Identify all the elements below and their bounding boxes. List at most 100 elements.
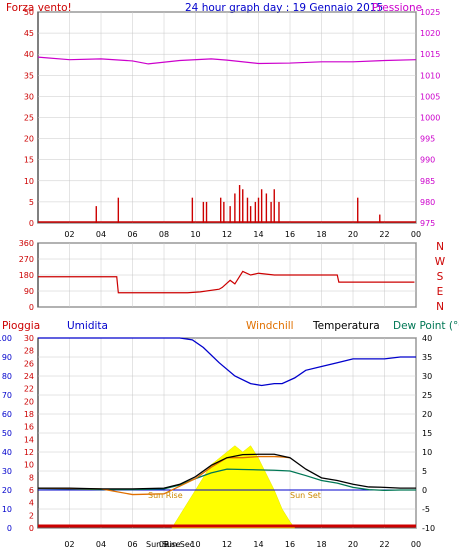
sun-area — [171, 445, 296, 529]
direction-tick-label: 270 — [19, 255, 34, 264]
direction-grid — [38, 242, 417, 308]
humidity-tick-label: 50 — [2, 429, 12, 438]
x-tick-label: 10 — [190, 230, 200, 239]
pressure-tick-label: 980 — [420, 198, 435, 207]
pressure-line — [37, 56, 417, 65]
pressure-tick-label: 1025 — [420, 8, 440, 17]
dewpoint-line — [37, 468, 416, 492]
legend-rain: Pioggia — [2, 320, 40, 332]
wind-tick-label: 30 — [24, 92, 34, 101]
wind-tick-label: 25 — [24, 114, 34, 123]
wind-tick-label: 40 — [24, 50, 34, 59]
direction-tick-label: 90 — [24, 287, 34, 296]
wind-tick-label: 45 — [24, 29, 34, 38]
rain-tick-label: 4 — [29, 499, 34, 508]
compass-label: S — [437, 271, 444, 283]
humidity-axis-ticks: 0 10 20 30 40 50 60 70 80 90 100 — [0, 334, 12, 533]
x-tick-label: 14 — [253, 540, 263, 549]
x-tick-label: 18 — [316, 230, 326, 239]
temperature-tick-label: 10 — [422, 448, 432, 457]
humidity-tick-label: 70 — [2, 391, 12, 400]
header-right-label: Pressione — [372, 2, 422, 14]
x-tick-label: 00 — [411, 230, 421, 239]
pressure-tick-label: 1020 — [420, 29, 440, 38]
direction-tick-label: 360 — [19, 239, 34, 248]
pressure-tick-label: 1015 — [420, 50, 440, 59]
rain-tick-label: 16 — [24, 423, 34, 432]
humidity-line — [38, 337, 416, 387]
sunset-axis-label: Sun Sec — [162, 540, 194, 549]
x-tick-label: 02 — [64, 230, 74, 239]
x-tick-label: 20 — [348, 230, 358, 239]
rain-tick-label: 2 — [29, 511, 34, 520]
compass-label: W — [435, 256, 446, 268]
top-series — [37, 56, 417, 223]
direction-series — [38, 270, 415, 294]
temperature-tick-label: 30 — [422, 372, 432, 381]
humidity-tick-label: 90 — [2, 353, 12, 362]
chart-title: 24 hour graph day : 19 Gennaio 2015 — [185, 2, 383, 14]
sunrise-axis-label: Sun Rise — [146, 540, 181, 549]
wind-tick-label: 0 — [29, 219, 34, 228]
rain-tick-label: 22 — [24, 385, 34, 394]
bottom-x-ticks: 02 04 06 08 10 12 14 16 18 20 22 00 — [64, 540, 421, 549]
humidity-tick-label: 40 — [2, 448, 12, 457]
x-tick-label: 10 — [190, 540, 200, 549]
temperature-tick-label: 15 — [422, 429, 432, 438]
rain-tick-label: 10 — [24, 461, 34, 470]
wind-axis-ticks: 0 5 10 15 20 25 30 35 40 45 50 — [24, 8, 34, 228]
rain-tick-label: 24 — [24, 372, 34, 381]
rain-tick-label: 30 — [24, 334, 34, 343]
header-left-label: Forza vento! — [6, 2, 72, 14]
humidity-tick-label: 60 — [2, 410, 12, 419]
sun-area-fill — [171, 445, 296, 529]
direction-tick-label: 0 — [29, 303, 34, 312]
pressure-axis-ticks: 975 980 985 990 995 1000 1005 1010 1015 1020 1025 — [420, 8, 440, 228]
x-tick-label: 14 — [253, 230, 263, 239]
rain-tick-label: 8 — [29, 473, 34, 482]
x-tick-label: 12 — [222, 230, 232, 239]
x-tick-label: 16 — [285, 540, 295, 549]
wind-tick-label: 20 — [24, 135, 34, 144]
compass-label: E — [437, 286, 444, 298]
pressure-tick-label: 995 — [420, 135, 435, 144]
temperature-tick-label: -10 — [422, 524, 435, 533]
rain-tick-label: 14 — [24, 435, 34, 444]
temperature-tick-label: 20 — [422, 410, 432, 419]
direction-tick-label: 180 — [19, 271, 34, 280]
direction-axis-ticks: 0 90 180 270 360 — [19, 239, 34, 312]
temperature-axis-ticks: -10 -5 0 5 10 15 20 25 30 35 40 — [422, 334, 435, 533]
temp-series — [37, 337, 416, 528]
temperature-tick-label: 40 — [422, 334, 432, 343]
temperature-tick-label: 0 — [422, 486, 427, 495]
temperature-tick-label: 5 — [422, 467, 427, 476]
humidity-tick-label: 80 — [2, 372, 12, 381]
humidity-tick-label: 100 — [0, 334, 12, 343]
pressure-tick-label: 1000 — [420, 114, 440, 123]
legend-temperature: Temperatura — [312, 320, 380, 332]
humidity-tick-label: 20 — [2, 486, 12, 495]
x-tick-label: 00 — [411, 540, 421, 549]
pressure-tick-label: 975 — [420, 219, 435, 228]
temperature-tick-label: -5 — [422, 505, 430, 514]
x-tick-label: 12 — [222, 540, 232, 549]
x-tick-label: 22 — [379, 540, 389, 549]
x-tick-label: 06 — [127, 540, 137, 549]
wind-tick-label: 15 — [24, 156, 34, 165]
compass-label: N — [436, 301, 444, 313]
pressure-tick-label: 990 — [420, 156, 435, 165]
legend-windchill: Windchill — [246, 320, 294, 332]
sunset-label: Sun Set — [290, 491, 321, 500]
x-tick-label: 04 — [96, 540, 106, 549]
legend-dewpoint: Dew Point (°C — [393, 320, 459, 332]
rain-tick-label: 12 — [24, 448, 34, 457]
humidity-tick-label: 0 — [7, 524, 12, 533]
wind-tick-label: 5 — [29, 198, 34, 207]
x-tick-label: 22 — [379, 230, 389, 239]
sunrise-label: Sun Rise — [148, 491, 183, 500]
x-tick-label: 20 — [348, 540, 358, 549]
temperature-line — [38, 453, 416, 490]
temperature-tick-label: 25 — [422, 391, 432, 400]
humidity-tick-label: 10 — [2, 505, 12, 514]
